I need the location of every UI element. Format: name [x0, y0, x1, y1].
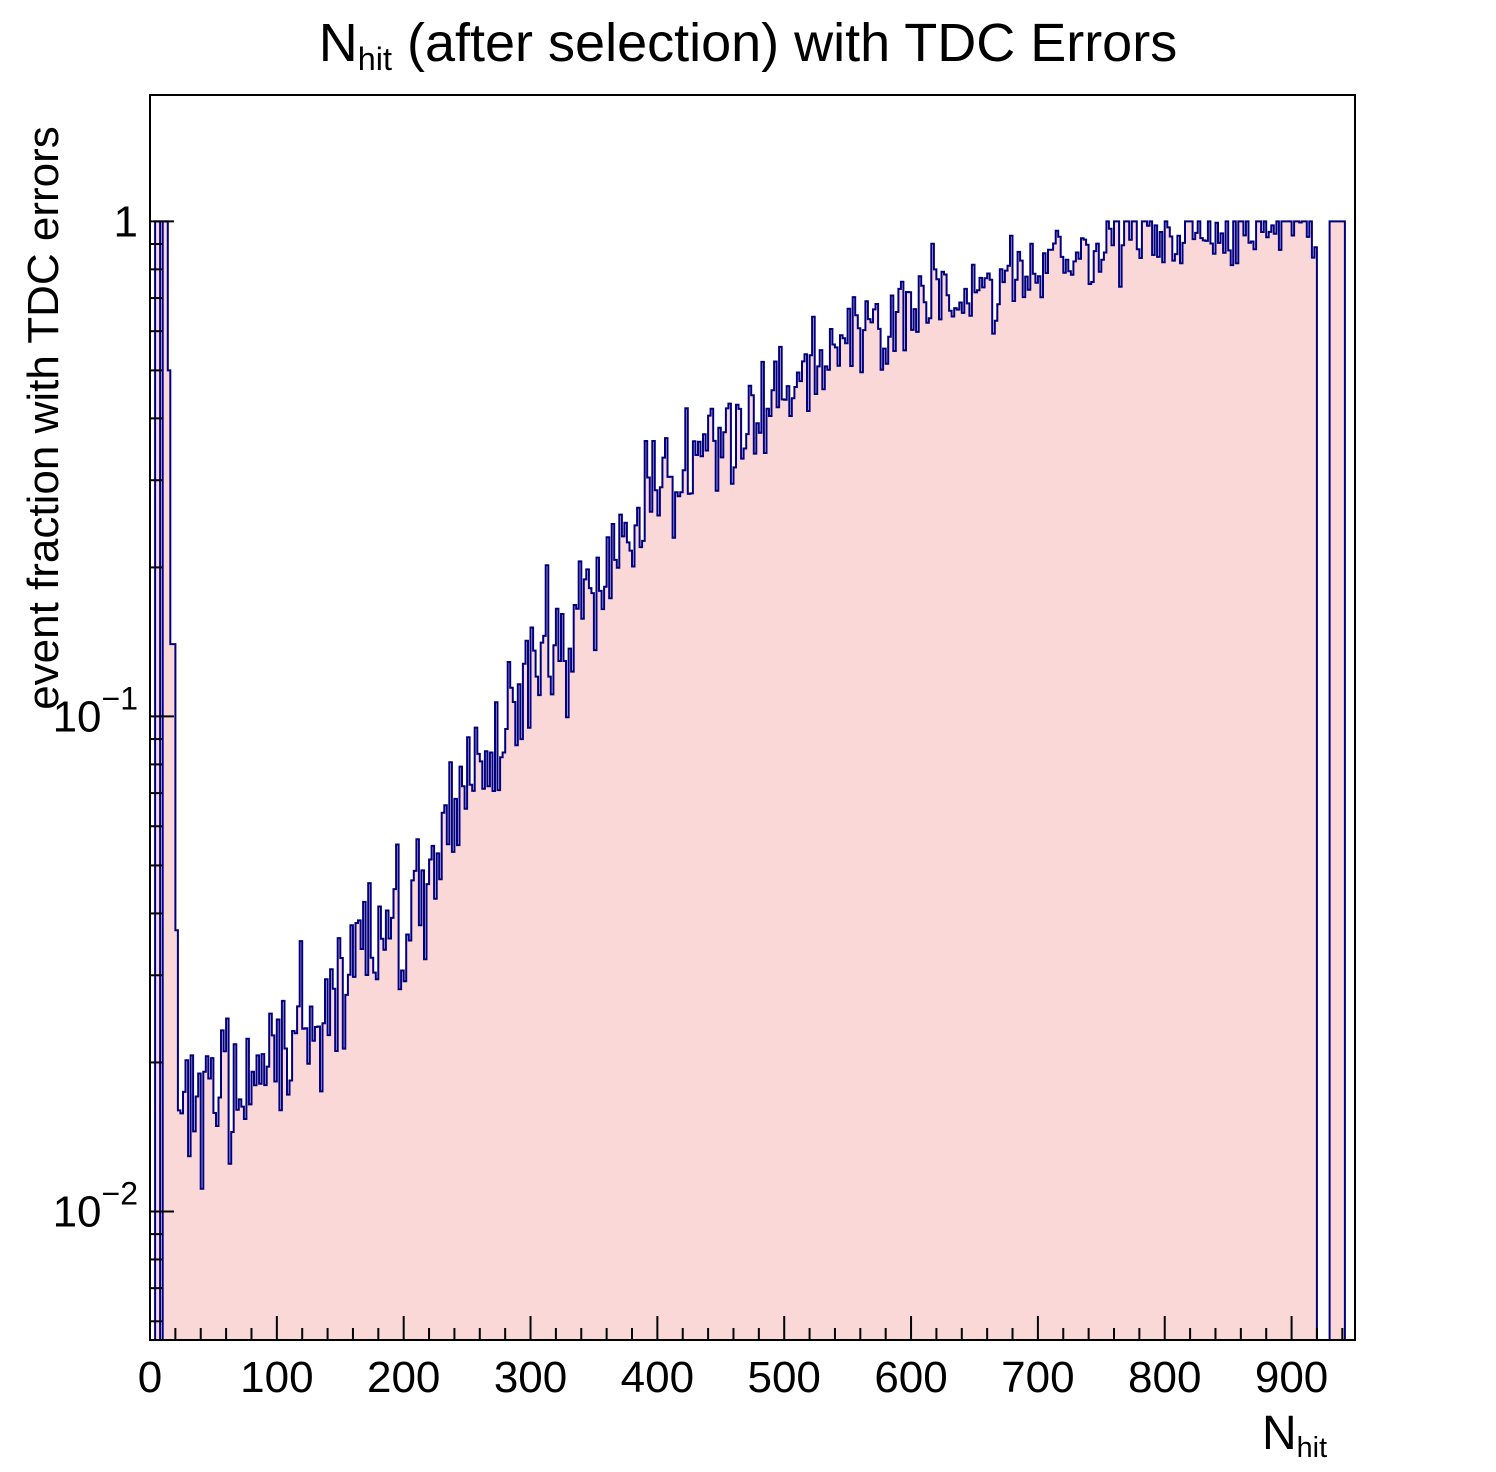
x-axis-title-subscript: hit	[1296, 1432, 1328, 1465]
x-tick-label: 100	[240, 1353, 313, 1402]
y-tick-label: 1	[114, 197, 138, 246]
chart-title: Nhit (after selection) with TDC Errors	[0, 13, 1496, 78]
x-tick-label: 900	[1255, 1353, 1328, 1402]
y-ticks	[150, 220, 174, 1323]
y-tick-label: 10−2	[53, 1175, 138, 1236]
x-tick-labels: 0 100 200 300 400 500 600 700 800 900	[138, 1353, 1329, 1402]
histogram-outline	[150, 220, 1355, 1341]
y-axis-title: event fraction with TDC errors	[19, 126, 68, 710]
x-tick-label: 0	[138, 1353, 162, 1402]
y-tick-label: 10−1	[53, 680, 138, 741]
x-tick-label: 600	[874, 1353, 947, 1402]
y-tick-labels: 10−2 10−1 1	[53, 197, 138, 1236]
x-tick-label: 400	[621, 1353, 694, 1402]
x-tick-label: 800	[1128, 1353, 1201, 1402]
x-tick-label: 700	[1001, 1353, 1074, 1402]
x-axis-title-base: N	[1262, 1407, 1297, 1460]
plot-frame	[149, 94, 1356, 1341]
chart-title-base: N	[318, 13, 358, 73]
x-tick-label: 200	[367, 1353, 440, 1402]
x-tick-label: 300	[494, 1353, 567, 1402]
x-tick-label: 500	[747, 1353, 820, 1402]
x-ticks	[149, 1316, 1344, 1340]
histogram-fill	[150, 221, 1355, 1340]
chart-title-subscript: hit	[357, 41, 392, 78]
chart-title-rest: (after selection) with TDC Errors	[392, 13, 1178, 73]
x-axis-title: Nhit	[1262, 1406, 1327, 1465]
